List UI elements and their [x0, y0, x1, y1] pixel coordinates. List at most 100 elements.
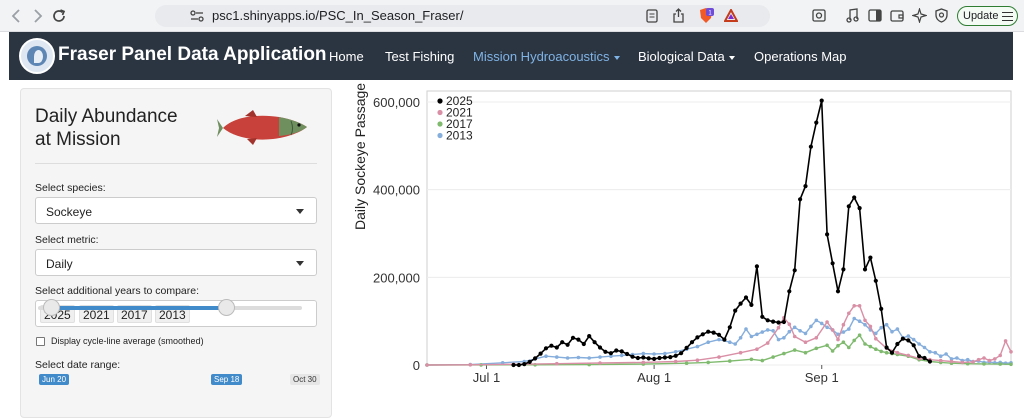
series-2017-point [879, 349, 883, 354]
forward-icon[interactable] [28, 7, 46, 25]
url-text[interactable]: psc1.shinyapps.io/PSC_In_Season_Fraser/ [212, 8, 464, 23]
series-2021-point [792, 334, 797, 339]
series-2025-point [873, 278, 878, 283]
share-icon[interactable] [672, 8, 685, 23]
series-2017-point [998, 362, 1002, 366]
series-2021-point [976, 357, 981, 362]
site-settings-icon[interactable] [190, 10, 204, 22]
series-2021-point [555, 361, 559, 366]
series-2021-point [949, 359, 954, 364]
legend-label-2025: 2025 [446, 94, 473, 108]
species-value: Sockeye [46, 205, 93, 219]
series-2025-point [846, 204, 851, 209]
series-2025-point [743, 295, 749, 300]
x-tick-label: Aug 1 [637, 370, 671, 385]
brave-shields-icon[interactable]: 1 [698, 7, 714, 24]
series-2025-point [825, 232, 830, 237]
series-2021-point [998, 353, 1002, 358]
series-2013-point [890, 329, 894, 334]
series-2021-point [825, 320, 829, 324]
date-range-slider-fill [51, 306, 227, 310]
sidebar-title-line2: at Mission [35, 129, 121, 150]
leo-ai-icon[interactable] [912, 8, 927, 23]
abundance-chart: 0 200,000 400,000 600,000 Jul 1 Aug 1 Sep 1 202… [340, 88, 1024, 403]
music-icon[interactable] [846, 8, 859, 23]
series-2017-point [874, 347, 878, 352]
chart-y-axis-label: Daily Sockeye Passage [352, 82, 368, 230]
nav-test-fishing[interactable]: Test Fishing [385, 49, 455, 64]
series-2013-point [728, 340, 732, 344]
y-tick-label: 200,000 [373, 270, 420, 285]
series-2025-point [727, 325, 732, 330]
cycle-average-checkbox[interactable] [36, 337, 45, 346]
wallet-icon[interactable] [890, 9, 904, 22]
app-brand[interactable]: Fraser Panel Data Application [58, 44, 327, 65]
species-select[interactable]: Sockeye [35, 197, 317, 224]
series-2017-point [814, 346, 819, 351]
nav-mission-hydroacoustics[interactable]: Mission Hydroacoustics [473, 49, 620, 64]
series-2017-point [863, 342, 867, 346]
series-2013-point [825, 325, 829, 330]
species-label: Select species: [35, 182, 106, 194]
legend-marker-2017 [437, 121, 443, 127]
series-2025-point [760, 314, 765, 319]
date-range-start-handle[interactable] [43, 299, 60, 316]
series-2025-point [576, 337, 581, 342]
series-2025-point [706, 329, 711, 334]
series-2013-point [609, 354, 613, 359]
back-icon[interactable] [8, 7, 26, 25]
series-2013-point [706, 340, 710, 344]
series-2013-point [673, 350, 678, 354]
series-2021-point [695, 358, 700, 363]
nav-operations-map[interactable]: Operations Map [754, 49, 847, 64]
reader-mode-icon[interactable] [646, 9, 658, 23]
series-2013-point [598, 355, 602, 359]
nav-home[interactable]: Home [329, 49, 364, 64]
series-2021-point [938, 358, 943, 363]
series-2013-point [619, 353, 624, 358]
update-button[interactable]: Update [957, 6, 1018, 26]
series-2025-point [776, 320, 781, 325]
series-2025-point [889, 350, 895, 355]
series-2013-point [863, 322, 867, 327]
series-2025-point [841, 267, 846, 272]
y-tick-label: 400,000 [373, 183, 420, 198]
series-2013-point [792, 325, 797, 330]
series-2013-point [500, 361, 505, 365]
series-2013-point [938, 354, 943, 359]
series-2025-point [614, 348, 619, 353]
series-2017-point [706, 360, 710, 365]
series-2025-point [679, 351, 684, 356]
update-label: Update [963, 10, 999, 22]
metric-select[interactable]: Daily [35, 249, 317, 276]
vpn-shield-icon[interactable] [935, 8, 948, 23]
sidebar-toggle-icon[interactable] [868, 9, 882, 22]
series-2025-point [673, 353, 678, 358]
series-2013-point [760, 330, 765, 334]
menu-icon [1002, 12, 1013, 21]
series-2025-point [625, 351, 630, 357]
address-bar[interactable] [155, 5, 770, 27]
series-2013-point [565, 356, 570, 360]
series-2013-point [652, 352, 656, 356]
x-tick-label: Jul 1 [473, 370, 500, 385]
nav-biological-data[interactable]: Biological Data [638, 49, 735, 64]
series-2013-point [555, 355, 559, 359]
screenshot-icon[interactable] [812, 8, 826, 23]
series-2013-point [717, 337, 721, 342]
series-2025-point [516, 362, 521, 368]
reload-icon[interactable] [50, 7, 68, 25]
series-2025-point [619, 349, 624, 354]
series-2017-point [868, 344, 873, 349]
date-range-end-handle[interactable] [218, 299, 235, 316]
years-multiselect[interactable]: 2025 2021 2017 2013 [35, 300, 317, 327]
brave-rewards-icon[interactable] [724, 9, 738, 22]
series-2013-point [798, 329, 802, 333]
y-tick-label: 0 [413, 358, 420, 373]
series-2013-point [803, 331, 808, 336]
series-2025-point [787, 289, 792, 294]
series-2017-point [982, 362, 986, 366]
series-2021-point [993, 357, 997, 361]
nav-mission-hydroacoustics-label: Mission Hydroacoustics [473, 49, 610, 64]
x-tick-label: Sep 1 [805, 370, 839, 385]
